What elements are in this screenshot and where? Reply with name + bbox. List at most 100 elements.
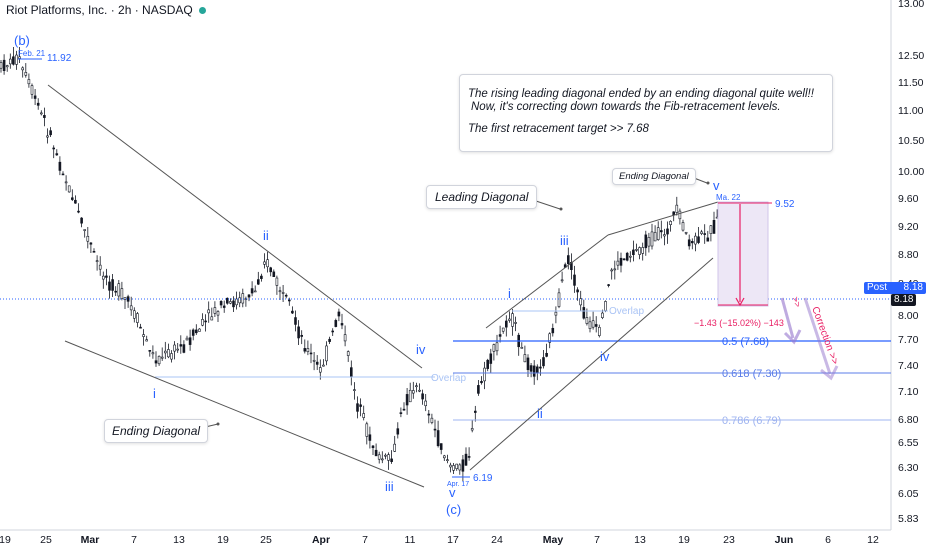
candle-body — [473, 410, 477, 413]
candle-body — [318, 367, 322, 373]
candle-body — [142, 334, 145, 337]
callout-dot-leading — [559, 207, 563, 211]
candle-body — [108, 281, 111, 291]
candle-body — [334, 320, 338, 327]
candle-body — [49, 130, 52, 136]
candle-body — [483, 367, 486, 382]
candle-body — [449, 464, 452, 468]
x-tick-label: 11 — [405, 534, 416, 546]
candle-body — [176, 348, 179, 351]
candle-body — [384, 454, 387, 457]
candle-body — [229, 301, 232, 304]
x-tick-label: Jun — [775, 534, 794, 546]
candle-body — [526, 357, 530, 371]
candle-body — [566, 255, 570, 265]
wave-c-label: (c) — [446, 502, 461, 517]
y-tick-label: 5.83 — [898, 513, 919, 525]
candle-body — [182, 344, 186, 353]
candle-body — [260, 275, 263, 279]
arrow-marks: >> — [790, 295, 803, 308]
post-label: Post — [867, 282, 888, 293]
time-axis[interactable]: 19 25 Mar 7 13 19 25 Apr 7 11 17 24 May 7 13 19 23 Jun 6 12 — [0, 534, 879, 546]
candle-body — [477, 385, 480, 394]
candle-body — [306, 348, 310, 352]
candle-body — [700, 231, 703, 234]
leading-diagonal-upper — [485, 234, 609, 329]
x-tick-label: 19 — [678, 534, 690, 546]
wave-left-iii: iii — [385, 479, 394, 494]
candle-body — [607, 284, 610, 286]
x-tick-label: 7 — [594, 534, 600, 546]
candle-body — [418, 389, 421, 392]
callout-pointer-leading — [532, 199, 561, 210]
y-tick-label: 9.20 — [898, 221, 919, 233]
price-axis[interactable]: 13.00 12.50 11.50 11.00 10.50 10.00 9.60 9.20 8.… — [898, 0, 924, 525]
candle-body — [139, 326, 142, 329]
candle-body — [427, 413, 431, 416]
candle-body — [548, 333, 552, 343]
candle-body — [638, 247, 641, 255]
x-tick-label: 19 — [217, 534, 229, 546]
candle-body — [542, 357, 545, 367]
candle-body — [157, 355, 161, 365]
wave-right-ii: ii — [537, 406, 543, 421]
candle-body — [80, 217, 83, 224]
candle-body — [105, 275, 108, 278]
x-tick-label: 25 — [40, 534, 52, 546]
candle-body — [312, 359, 316, 362]
candle-body — [207, 309, 210, 314]
candle-body — [201, 319, 204, 326]
candle-body — [650, 231, 654, 247]
ending-diagonal-left-callout[interactable]: Ending Diagonal — [104, 419, 209, 443]
candle-body — [436, 430, 440, 447]
candle-body — [625, 252, 629, 261]
candle-body — [55, 153, 59, 156]
candle-body — [641, 247, 645, 254]
high-date-label: Feb. 21 — [18, 49, 46, 58]
candle-body — [588, 321, 592, 329]
candle-body — [408, 389, 412, 403]
candle-body — [495, 342, 499, 352]
candle-body — [219, 301, 223, 306]
candle-body — [179, 344, 183, 347]
ending-diagonal-top-callout[interactable]: Ending Diagonal — [612, 168, 696, 185]
main-annotation-line1: The rising leading diagonal ended by an … — [468, 88, 814, 100]
overlap-label-right: Overlap — [609, 306, 644, 317]
candle-body — [92, 251, 96, 253]
y-tick-label: 12.50 — [898, 50, 924, 62]
wave-right-i: i — [508, 286, 511, 301]
leading-diagonal-lower — [469, 257, 714, 471]
candle-body — [98, 264, 102, 270]
candle-body — [0, 62, 3, 69]
candle-body — [353, 389, 356, 391]
candle-body — [322, 364, 325, 367]
ma22-label: Ma. 22 — [716, 193, 741, 202]
candle-body — [470, 428, 474, 431]
candle-body — [58, 161, 62, 171]
candle-body — [365, 423, 369, 437]
correction-arrow-2-head — [820, 365, 839, 381]
candle-body — [492, 344, 496, 352]
candle-body — [77, 210, 80, 213]
candle-body — [532, 365, 536, 377]
candle-body — [241, 293, 245, 304]
candle-body — [653, 232, 657, 242]
main-annotation-box[interactable]: The rising leading diagonal ended by an … — [459, 74, 833, 152]
candle-body — [27, 79, 31, 85]
candle-body — [36, 102, 40, 106]
candle-body — [111, 279, 114, 291]
leading-diagonal-callout[interactable]: Leading Diagonal — [426, 185, 538, 209]
candle-body — [644, 234, 648, 249]
candle-body — [442, 455, 446, 459]
wave-right-iii: iii — [560, 233, 569, 248]
candle-body — [133, 310, 136, 319]
x-tick-label: 23 — [723, 534, 735, 546]
candle-body — [486, 359, 490, 369]
candle-body — [421, 393, 424, 400]
candle-body — [539, 366, 542, 369]
callout-dot-top — [706, 181, 710, 185]
candle-body — [275, 277, 279, 286]
candle-body — [591, 320, 595, 328]
candle-body — [374, 449, 378, 457]
